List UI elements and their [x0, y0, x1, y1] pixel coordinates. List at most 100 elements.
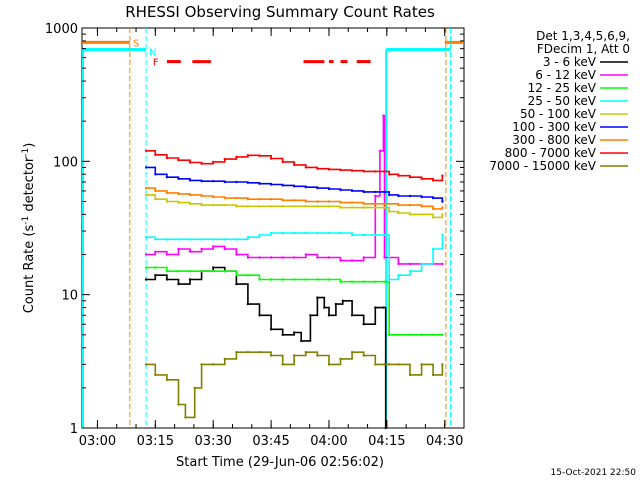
data-point [397, 194, 400, 198]
data-point [383, 206, 386, 209]
data-point [304, 200, 307, 203]
data-point [293, 163, 296, 167]
data-point [431, 333, 435, 336]
data-point [316, 200, 319, 203]
data-point [144, 266, 148, 269]
data-point [281, 199, 284, 202]
data-point [200, 203, 203, 207]
data-point [281, 333, 284, 336]
data-point [350, 280, 354, 283]
data-point [327, 187, 331, 191]
data-point [388, 202, 391, 205]
data-point [188, 250, 192, 253]
data-point [258, 278, 261, 281]
data-point [188, 161, 192, 164]
data-point [362, 190, 365, 194]
saa-flag-label: S [133, 38, 139, 49]
data-point [212, 160, 215, 164]
series-7000-15000-kev [144, 351, 444, 419]
data-point [246, 256, 250, 259]
data-point [212, 203, 215, 207]
legend-entry-label: 300 - 800 keV [512, 133, 596, 147]
data-point [327, 205, 331, 208]
data-point [420, 363, 423, 366]
data-point [431, 247, 435, 251]
data-point [293, 278, 296, 281]
data-point [144, 186, 148, 190]
data-point [388, 363, 391, 366]
data-point [441, 363, 444, 366]
data-point [316, 167, 319, 170]
data-point [235, 282, 238, 286]
data-point [281, 363, 284, 366]
data-point [374, 202, 377, 205]
data-point [154, 153, 157, 156]
data-point [293, 331, 296, 334]
data-point [281, 160, 284, 164]
data-point [154, 173, 157, 176]
data-point [388, 193, 391, 197]
data-point [339, 357, 342, 361]
data-point [378, 149, 382, 152]
legend-entry-label: 3 - 6 keV [543, 55, 597, 69]
flare-flag-label: F [153, 58, 159, 69]
data-point [316, 296, 319, 299]
data-point [339, 280, 342, 283]
series-300-800-kev [144, 186, 444, 211]
data-point [246, 351, 250, 354]
data-point [193, 386, 196, 390]
data-point [165, 278, 169, 281]
data-point [258, 256, 261, 259]
legend-entry-label: 7000 - 15000 keV [489, 159, 596, 173]
data-point [309, 314, 312, 317]
y-tick-label: 100 [53, 155, 78, 170]
data-point [408, 203, 412, 207]
data-point [316, 231, 319, 235]
data-point [350, 206, 354, 209]
data-point [304, 166, 307, 169]
data-point [258, 314, 261, 317]
data-point [235, 196, 238, 200]
data-point [431, 179, 435, 182]
data-point [397, 174, 400, 177]
data-point [304, 278, 307, 281]
data-point [177, 282, 180, 286]
data-point [397, 262, 400, 266]
data-point [144, 278, 148, 281]
data-point [431, 373, 435, 377]
legend-header-line-1: Det 1,3,4,5,6,9, [536, 29, 630, 43]
data-point [374, 190, 377, 194]
data-point [269, 231, 273, 235]
data-point [188, 179, 192, 182]
data-point [362, 202, 365, 205]
data-point [341, 299, 344, 302]
data-point [281, 184, 284, 187]
data-point [388, 333, 391, 336]
axis-layer: 03:00 03:15 03:30 03:45 04:00 04:15 04:30 1 10 10… [45, 22, 464, 449]
data-point [235, 205, 238, 208]
data-point [212, 238, 215, 241]
data-point [154, 198, 157, 201]
data-point [200, 180, 203, 183]
data-point [177, 159, 180, 162]
x-axis-label: Start Time (29-Jun-06 02:56:02) [176, 455, 384, 470]
data-point [383, 280, 386, 283]
data-point [281, 256, 284, 259]
data-point [223, 270, 226, 273]
data-point [212, 363, 215, 366]
data-point [165, 156, 169, 160]
data-point [374, 233, 377, 237]
data-point [327, 256, 331, 259]
series-25-50-kev [144, 231, 444, 281]
series-line [146, 114, 443, 265]
data-point [200, 238, 203, 241]
data-point [408, 194, 412, 198]
data-point [188, 270, 192, 273]
data-point [339, 206, 342, 209]
data-point [388, 278, 391, 281]
data-point [188, 278, 192, 281]
data-point [388, 173, 391, 176]
data-point [408, 270, 412, 273]
data-point [177, 270, 180, 273]
data-point [327, 314, 331, 317]
